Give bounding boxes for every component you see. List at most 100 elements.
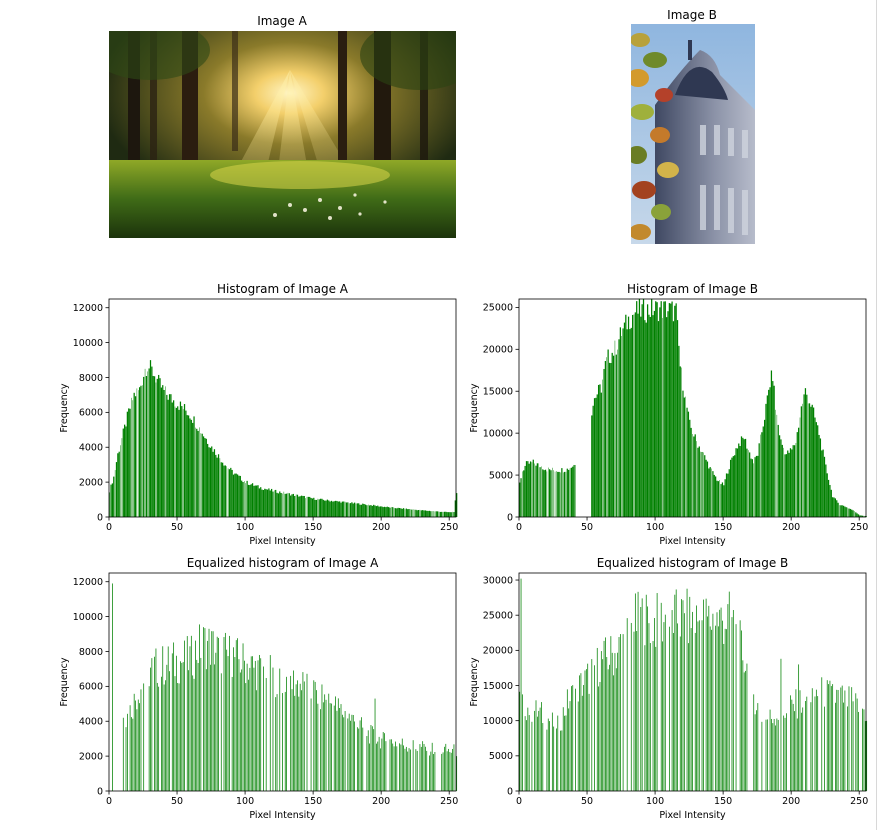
histogram-bar	[387, 507, 388, 517]
histogram-bar	[642, 598, 643, 791]
histogram-bar	[735, 448, 736, 517]
histogram-bar	[191, 420, 192, 517]
histogram-bar	[294, 496, 295, 517]
histogram-bar	[275, 697, 276, 791]
histogram-bar	[345, 711, 346, 791]
histogram-bar	[620, 634, 621, 791]
histogram-bar	[637, 314, 638, 517]
histogram-bar	[686, 408, 687, 517]
histogram-bar	[426, 751, 427, 791]
histogram-bar	[665, 615, 666, 791]
histogram-bar	[549, 721, 550, 791]
histogram-bar	[159, 378, 160, 517]
histogram-bar	[209, 629, 210, 791]
histogram-bar	[625, 315, 626, 517]
histogram-bar	[836, 500, 837, 517]
histogram-bar	[571, 686, 572, 791]
histogram-bar	[205, 628, 206, 791]
histogram-bar	[651, 299, 652, 517]
histogram-bar	[380, 506, 381, 517]
histogram-bar	[656, 302, 657, 517]
histogram-bar	[403, 508, 404, 517]
histogram-bar	[817, 425, 818, 517]
histogram-bar	[454, 744, 455, 791]
histogram-bar	[368, 730, 369, 791]
histogram-bar	[723, 485, 724, 517]
histogram-bar	[715, 476, 716, 517]
x-tick-label: 150	[714, 796, 732, 807]
histogram-bar	[116, 462, 117, 517]
y-tick-label: 12000	[73, 577, 103, 588]
histogram-bar	[726, 629, 727, 791]
histogram-bar	[198, 663, 199, 791]
histogram-bar	[134, 393, 135, 517]
histogram-bar	[286, 677, 287, 791]
histogram-bar	[402, 509, 403, 517]
histogram-bar	[742, 438, 743, 517]
histogram-bar	[138, 700, 139, 791]
histogram-bar	[763, 426, 764, 517]
histogram-bar	[328, 694, 329, 791]
histogram-bar	[617, 653, 618, 791]
histogram-bar	[379, 737, 380, 791]
histogram-bar	[568, 708, 569, 791]
histogram-bar	[702, 620, 703, 791]
histogram-bar	[324, 694, 325, 791]
histogram-bar	[561, 730, 562, 791]
histogram-bar	[150, 668, 151, 791]
histogram-bar	[602, 659, 603, 791]
x-axis-label: Pixel Intensity	[249, 536, 316, 547]
histogram-bar	[266, 489, 267, 517]
histogram-bar	[181, 663, 182, 791]
x-tick-label: 200	[372, 522, 390, 533]
histogram-bar	[381, 506, 382, 517]
histogram-bar	[452, 749, 453, 791]
histogram-bar	[520, 478, 521, 517]
histogram-bar	[225, 465, 226, 517]
y-tick-label: 8000	[79, 373, 103, 384]
histogram-bar	[241, 669, 242, 791]
histogram-bar	[238, 476, 239, 517]
y-tick-label: 2000	[79, 477, 103, 488]
histogram-bar	[699, 620, 700, 791]
histogram-bar	[634, 632, 635, 791]
histogram-bar	[645, 645, 646, 791]
histogram-bar	[436, 511, 437, 517]
histogram-bar	[631, 328, 632, 517]
histogram-bar	[320, 499, 321, 517]
histogram-bar	[525, 466, 526, 517]
histogram-bar	[683, 600, 684, 791]
histogram-bar	[721, 608, 722, 791]
histogram-bar	[371, 725, 372, 791]
histogram-bar	[655, 647, 656, 791]
histogram-bar	[526, 720, 527, 791]
y-tick-label: 0	[97, 512, 103, 523]
histogram-bar	[297, 680, 298, 791]
histogram-bar	[796, 689, 797, 791]
histogram-bar	[638, 592, 639, 791]
histogram-bar	[217, 637, 218, 791]
histogram-bar	[146, 376, 147, 517]
histogram-bar	[361, 717, 362, 791]
y-tick-label: 6000	[79, 408, 103, 419]
histogram-bar	[158, 687, 159, 791]
histogram-bar	[691, 428, 692, 517]
histogram-bar	[640, 317, 641, 517]
histogram-bar	[851, 510, 852, 517]
histogram-bar	[732, 617, 733, 791]
histogram-bar	[601, 651, 602, 791]
y-tick-label: 0	[507, 512, 513, 523]
histogram-bar	[689, 597, 690, 791]
histogram-bar	[385, 507, 386, 517]
histogram-bar	[759, 443, 760, 517]
histogram-bar	[597, 394, 598, 517]
histogram-bar	[126, 727, 127, 791]
histogram-bar	[865, 721, 866, 791]
histogram-bar	[450, 752, 451, 791]
histogram-bar	[113, 477, 114, 517]
histogram-bar	[372, 506, 373, 517]
histogram-bar	[279, 491, 280, 517]
histogram-bar	[693, 436, 694, 517]
histogram-bar	[782, 445, 783, 517]
histogram-bar	[682, 391, 683, 517]
